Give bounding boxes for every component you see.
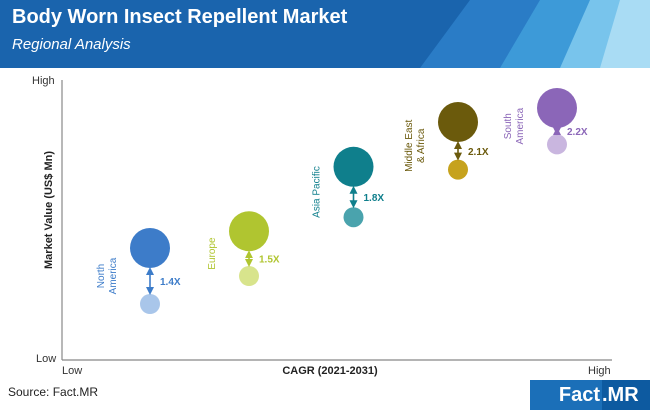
region-label-north-america-line-1: North (96, 264, 107, 288)
y-tick-high: High (32, 75, 55, 87)
growth-label-middle-east-africa: 2.1X (468, 147, 489, 158)
page-title: Body Worn Insect Repellent Market (12, 6, 348, 28)
source-note: Source: Fact.MR (8, 385, 99, 399)
series-north-america: 1.4X North America (96, 228, 181, 314)
page-subtitle: Regional Analysis (12, 36, 131, 53)
x-tick-low: Low (62, 365, 82, 377)
growth-label-europe: 1.5X (259, 255, 280, 266)
x-tick-high: High (588, 365, 611, 377)
bubble-current-north-america (140, 294, 160, 314)
bubble-current-south-america (547, 134, 567, 155)
region-label-europe-line-1: Europe (207, 237, 218, 270)
region-label-middle-east-africa-line-2: & Africa (416, 128, 427, 163)
logo-fact: Fact (530, 380, 602, 410)
region-label-middle-east-africa-line-1: Middle East (404, 119, 415, 171)
bubble-current-asia-pacific (343, 207, 364, 228)
series-middle-east-africa: 2.1X Middle East & Africa (404, 102, 489, 180)
region-label-south-america-line-1: South (503, 113, 514, 139)
region-label-south-america-line-2: America (515, 107, 526, 144)
region-label-asia-pacific-line-1: Asia Pacific (312, 166, 323, 218)
x-axis-label: CAGR (2021-2031) (282, 365, 378, 377)
series-europe: 1.5X Europe (207, 211, 280, 286)
header-banner: Body Worn Insect Repellent Market Region… (0, 0, 650, 68)
bubble-future-europe (229, 211, 269, 252)
y-tick-low: Low (36, 353, 56, 365)
growth-label-north-america: 1.4X (160, 277, 181, 288)
bubble-future-south-america (537, 88, 577, 128)
bubble-current-middle-east-africa (448, 159, 468, 180)
bubble-future-middle-east-africa (438, 102, 478, 142)
series-asia-pacific: 1.8X Asia Pacific (312, 146, 385, 228)
growth-label-asia-pacific: 1.8X (364, 193, 385, 204)
region-label-north-america-line-2: America (108, 257, 119, 294)
chart-area: High Low Low High CAGR (2021-2031) Marke… (32, 75, 612, 377)
bubble-current-europe (239, 266, 259, 286)
logo-mr: .MR (602, 380, 650, 410)
bubble-future-north-america (130, 228, 170, 268)
series-south-america: 2.2X South America (503, 88, 588, 155)
bubble-future-asia-pacific (333, 146, 374, 187)
y-axis-label: Market Value (US$ Mn) (43, 151, 55, 269)
header-background (0, 0, 650, 68)
growth-label-south-america: 2.2X (567, 127, 588, 138)
factmr-logo: Fact .MR (530, 380, 650, 410)
